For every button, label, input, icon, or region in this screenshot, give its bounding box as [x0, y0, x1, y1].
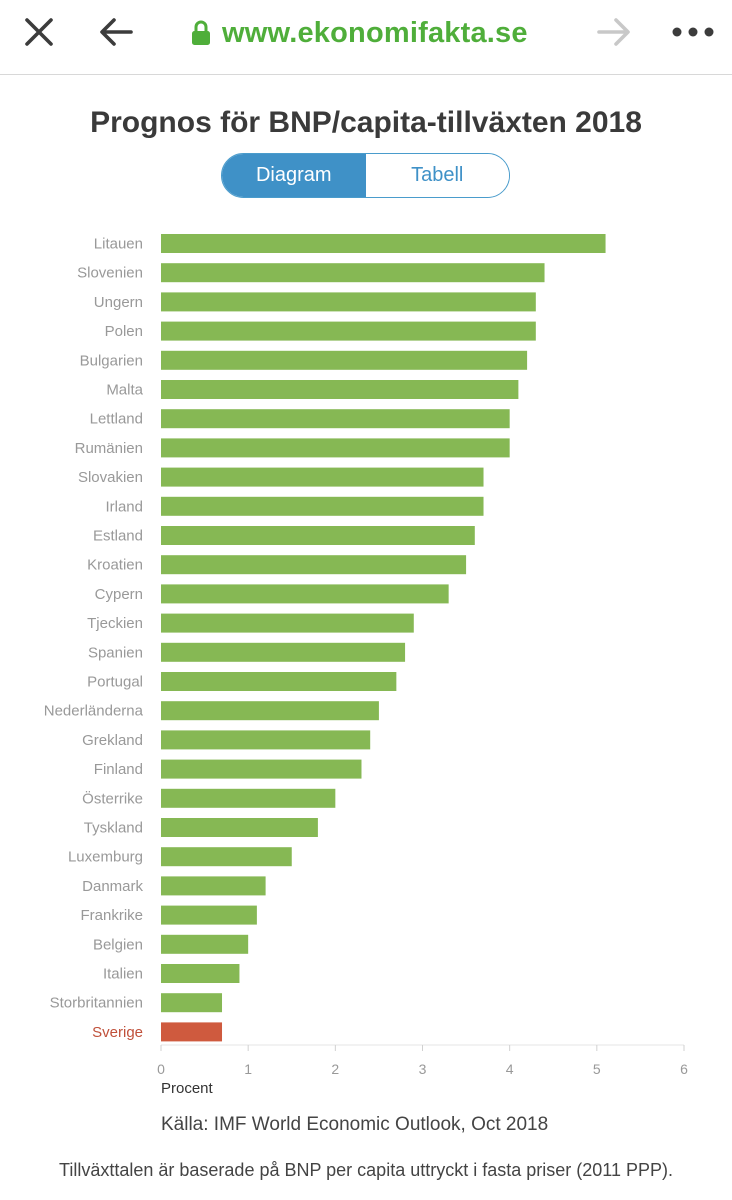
bar-Tyskland[interactable]: [161, 818, 318, 837]
bar-chart: Procent 0 1 2 3 4 5 6 Litauen Slovenien Ungern Pol…: [44, 234, 688, 1097]
x-tick-label: 4: [506, 1061, 514, 1077]
category-label: Frankrike: [80, 907, 143, 924]
bar-Rumänien[interactable]: [161, 438, 510, 458]
category-label: Litauen: [94, 236, 143, 253]
bar-Österrike[interactable]: [161, 788, 336, 808]
tab-diagram[interactable]: Diagram: [222, 154, 366, 197]
bar-Luxemburg[interactable]: [161, 847, 292, 867]
bar-Cypern[interactable]: [161, 584, 449, 604]
bar-Irland[interactable]: [161, 496, 484, 516]
bar-Slovakien[interactable]: [161, 467, 484, 487]
x-tick-label: 3: [419, 1061, 427, 1077]
category-label: Danmark: [82, 878, 143, 895]
bar-Italien[interactable]: [161, 964, 240, 983]
category-label: Finland: [94, 761, 143, 778]
category-label: Estland: [93, 528, 143, 545]
bar-Litauen[interactable]: [161, 234, 606, 253]
bar-Nederländerna[interactable]: [161, 701, 379, 721]
category-label: Spanien: [88, 644, 143, 661]
bar-Frankrike[interactable]: [161, 905, 257, 925]
category-label: Belgien: [93, 936, 143, 953]
bar-Portugal[interactable]: [161, 672, 397, 691]
bar-Kroatien[interactable]: [161, 555, 467, 575]
bar-Ungern[interactable]: [161, 292, 536, 312]
forward-button[interactable]: [594, 12, 634, 52]
more-icon: [672, 27, 714, 37]
category-label: Storbritannien: [50, 995, 143, 1012]
close-button[interactable]: [19, 12, 59, 52]
bar-Grekland[interactable]: [161, 730, 371, 750]
bar-Malta[interactable]: [161, 380, 519, 399]
category-label: Nederländerna: [44, 703, 144, 720]
category-label: Lettland: [90, 411, 143, 428]
more-button[interactable]: [670, 12, 716, 52]
browser-toolbar: www.ekonomifakta.se: [0, 0, 732, 75]
bar-Polen[interactable]: [161, 321, 536, 341]
category-label: Slovakien: [78, 469, 143, 486]
bar-Storbritannien[interactable]: [161, 993, 223, 1013]
x-tick-label: 1: [244, 1061, 252, 1077]
category-label: Irland: [105, 498, 143, 515]
category-label: Rumänien: [75, 440, 143, 457]
x-tick-label: 0: [157, 1061, 165, 1077]
category-label: Sverige: [92, 1024, 143, 1041]
category-label: Bulgarien: [80, 352, 143, 369]
bar-Bulgarien[interactable]: [161, 350, 528, 370]
category-label: Cypern: [95, 586, 143, 603]
category-label: Kroatien: [87, 557, 143, 574]
category-label: Tyskland: [84, 820, 143, 837]
bar-Danmark[interactable]: [161, 876, 266, 896]
category-label: Ungern: [94, 294, 143, 311]
bar-Belgien[interactable]: [161, 934, 249, 954]
close-icon: [25, 18, 53, 46]
category-label: Portugal: [87, 674, 143, 691]
footnote: Tillväxttalen är baserade på BNP per cap…: [59, 1160, 673, 1180]
bar-Tjeckien[interactable]: [161, 613, 414, 633]
category-label: Malta: [106, 382, 143, 399]
url-text: www.ekonomifakta.se: [222, 16, 528, 49]
category-label: Polen: [105, 323, 143, 340]
back-button[interactable]: [96, 12, 136, 52]
view-toggle: Diagram Tabell: [221, 153, 510, 198]
category-label: Tjeckien: [87, 615, 143, 632]
back-arrow-icon: [100, 18, 133, 46]
bar-Slovenien[interactable]: [161, 263, 545, 283]
category-label: Luxemburg: [68, 849, 143, 866]
tab-tabell[interactable]: Tabell: [365, 154, 509, 197]
url-bar[interactable]: www.ekonomifakta.se: [190, 16, 528, 50]
x-tick-label: 5: [593, 1061, 601, 1077]
category-label: Grekland: [82, 732, 143, 749]
x-axis-label: Procent: [161, 1080, 214, 1097]
x-tick-label: 2: [331, 1061, 339, 1077]
source-note: Källa: IMF World Economic Outlook, Oct 2…: [161, 1114, 549, 1135]
bar-Lettland[interactable]: [161, 409, 510, 429]
category-label: Österrike: [82, 789, 143, 807]
bar-Finland[interactable]: [161, 759, 362, 779]
bar-Sverige[interactable]: [161, 1022, 223, 1042]
x-tick-label: 6: [680, 1061, 688, 1077]
lock-icon: [192, 20, 210, 45]
category-label: Italien: [103, 966, 143, 983]
category-label: Slovenien: [77, 265, 143, 282]
bar-Estland[interactable]: [161, 526, 475, 545]
page-title: Prognos för BNP/capita-tillväxten 2018: [90, 106, 642, 139]
bar-Spanien[interactable]: [161, 642, 406, 662]
forward-arrow-icon: [597, 18, 630, 46]
